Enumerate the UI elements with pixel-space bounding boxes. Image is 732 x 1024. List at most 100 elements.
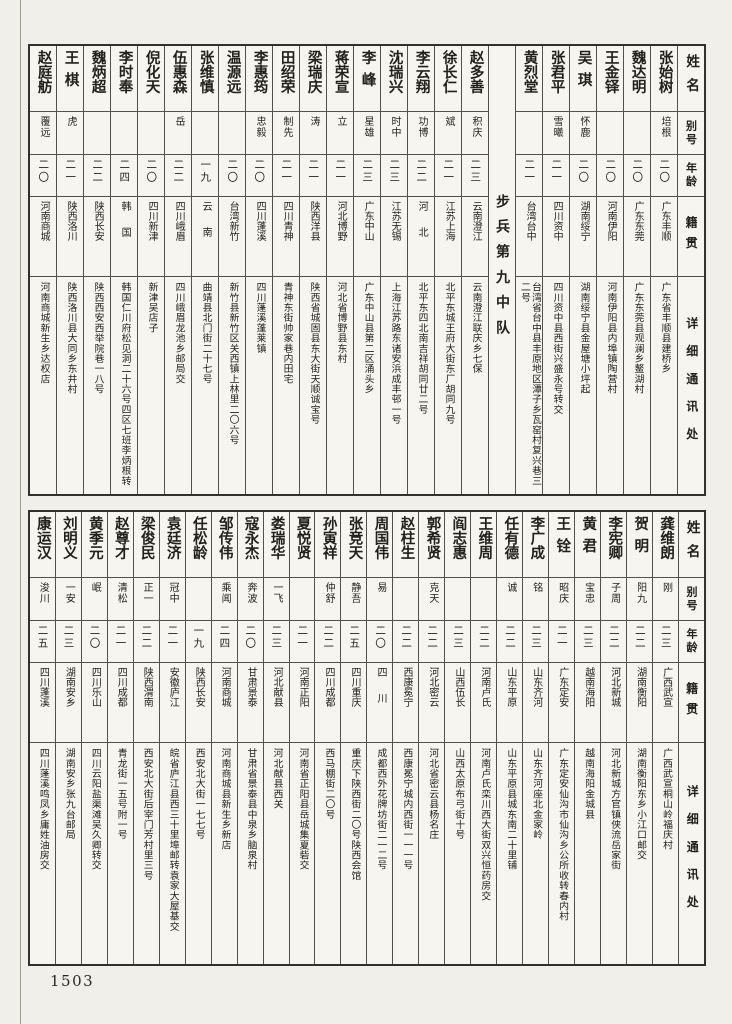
- person-name-cell: 李广成: [523, 512, 549, 578]
- header-name-cell: 姓名: [678, 46, 704, 112]
- person-address: 北平东四北南吉祥胡同廿二号: [416, 282, 428, 415]
- person-name-cell: 蒋荣宣: [327, 46, 353, 112]
- person-alias-cell: 制先: [273, 112, 299, 155]
- person-origin-cell: 四川资中: [543, 197, 569, 277]
- person-name: 寇永杰: [242, 516, 259, 560]
- header-address-cell: 详细通讯处: [678, 277, 704, 494]
- person-address: 河北省博野县东村: [335, 282, 347, 364]
- person-address: 广东定安仙沟市仙沟乡公所收转春内村: [557, 748, 569, 922]
- person-address: 新津吴店子: [146, 282, 158, 333]
- person-address: 青神东街帅家巷内田宅: [281, 282, 293, 384]
- person-age-cell: 二〇: [246, 155, 272, 197]
- person-column: 蒋荣宣立二一 河北博野 河北省博野县东村: [326, 46, 353, 494]
- person-address: 上海江苏路东诸安浜成丰邨一号: [389, 282, 401, 425]
- person-age: 二二: [426, 625, 439, 650]
- person-address: 重庆下陕西街二〇号陕西会馆: [349, 748, 361, 881]
- person-age: 二二: [415, 159, 428, 184]
- person-alias: 积庆: [470, 116, 481, 138]
- person-alias-cell: 子周: [601, 578, 627, 621]
- person-origin-cell: 台湾台中: [516, 197, 542, 277]
- person-address-cell: 四川蓬溪鸣凤乡庸姓油房交: [30, 743, 55, 964]
- person-origin: 安徽庐江: [167, 667, 179, 707]
- person-age: 一九: [199, 159, 212, 184]
- person-name: 刘明义: [60, 516, 77, 560]
- person-age-cell: 二一: [549, 621, 575, 663]
- person-name-cell: 阎志惠: [445, 512, 471, 578]
- person-origin: 河北献县: [271, 667, 283, 707]
- person-age: 二三: [581, 625, 594, 650]
- person-name: 张君平: [548, 50, 565, 94]
- header-address-cell: 详细通讯处: [679, 743, 704, 964]
- person-alias: 一飞: [271, 582, 283, 604]
- person-alias: 阳九: [634, 582, 646, 604]
- person-name: 张维慎: [197, 50, 214, 94]
- person-column: 寇永杰 奔波 二〇 甘肃景泰 甘肃省景泰县中泉乡脑泉村: [236, 512, 263, 964]
- person-age-cell: 二一: [327, 155, 353, 197]
- person-address-cell: 山东齐河座北金家岭: [523, 743, 548, 964]
- header-origin-label: 籍贯: [684, 216, 699, 257]
- person-age-cell: 二一: [300, 155, 326, 197]
- person-origin-cell: 陕西洛川: [57, 197, 83, 277]
- person-age-cell: 二一: [159, 621, 185, 663]
- person-age-cell: 二二: [133, 621, 159, 663]
- person-name-cell: 徐长仁: [435, 46, 461, 112]
- person-origin: 四川重庆: [349, 667, 361, 707]
- person-address-cell: 河北省博野县东村: [327, 277, 353, 494]
- person-address: 河北献县西关: [271, 748, 283, 810]
- person-origin-cell: 广东丰顺: [651, 197, 677, 277]
- person-age: 二三: [529, 625, 542, 650]
- person-name: 郭希贤: [424, 516, 441, 560]
- person-name-cell: 张维慎: [192, 46, 218, 112]
- person-origin-cell: 河北: [408, 197, 434, 277]
- person-alias-cell: 时中: [381, 112, 407, 155]
- person-name-cell: 周国伟: [367, 512, 393, 578]
- person-column: 娄瑞华一飞二三河北献县河北献县西关: [262, 512, 289, 964]
- person-origin-cell: 陕西洋县: [300, 197, 326, 277]
- person-address-cell: 河南省正阳县岳城集夏砦交: [290, 743, 315, 964]
- person-alias: 奔波: [245, 582, 257, 604]
- person-name-cell: 黄君: [575, 512, 601, 578]
- person-age: 二一: [523, 159, 536, 184]
- person-age: 一九: [192, 625, 205, 650]
- person-address-cell: 河北省密云县杨名庄: [419, 743, 444, 964]
- person-age-cell: 二二: [497, 621, 523, 663]
- person-age-cell: 二二: [393, 621, 419, 663]
- person-column: 王维周 二二 河南卢氏 河南卢氏栾川西大街双兴恒药房交: [470, 512, 497, 964]
- person-name-cell: 李时奉: [111, 46, 137, 112]
- header-name-cell: 姓名: [679, 512, 704, 578]
- person-name-cell: 王棋: [57, 46, 83, 112]
- person-column: 张始树 培根 二〇 广东丰顺 广东省丰顺县建桥乡: [650, 46, 677, 494]
- person-origin: 山东平原: [504, 667, 516, 707]
- person-alias-cell: 岳: [165, 112, 191, 155]
- person-name-cell: 康运汉: [29, 512, 55, 578]
- person-age: 二二: [607, 625, 620, 650]
- person-age: 二三: [270, 625, 283, 650]
- person-origin-cell: 陕西长安: [185, 663, 211, 743]
- person-origin: 广西武宣: [660, 667, 672, 707]
- person-origin-cell: 河南伊阳: [597, 197, 623, 277]
- person-name: 赵柱生: [398, 516, 415, 560]
- person-alias-cell: 克天: [419, 578, 445, 621]
- person-address: 广东省丰顺县建桥乡: [659, 282, 671, 374]
- person-name: 娄瑞华: [268, 516, 285, 560]
- header-name-label: 姓名: [683, 520, 700, 569]
- person-origin-cell: 湖南绥宁: [570, 197, 596, 277]
- header-age-cell: 年龄: [678, 155, 704, 197]
- person-alias-cell: [111, 112, 137, 155]
- person-alias: 浚川: [37, 582, 49, 604]
- person-age: 二一: [114, 625, 127, 650]
- person-address-cell: 四川资中县西街兴盛永号转交: [543, 277, 569, 494]
- person-age: 二〇: [604, 159, 617, 184]
- person-name: 李云翔: [413, 50, 430, 94]
- person-origin: 陕西洋县: [308, 201, 320, 241]
- person-name: 梁瑞庆: [305, 50, 322, 94]
- person-column: 赵柱生 二二 西康冕宁 西康冕宁城内西街一一一号: [392, 512, 419, 964]
- person-address: 河南伊阳县内埠镇陶营村: [605, 282, 617, 395]
- person-address: 湖南衡阳东乡小江口邮交: [635, 748, 647, 861]
- person-age-cell: 二一: [289, 621, 315, 663]
- header-origin-cell: 籍贯: [678, 197, 704, 277]
- person-alias-cell: 功博: [408, 112, 434, 155]
- person-name-cell: 王金铎: [597, 46, 623, 112]
- person-origin-cell: 河南商城: [211, 663, 237, 743]
- person-age-cell: 二二: [601, 621, 627, 663]
